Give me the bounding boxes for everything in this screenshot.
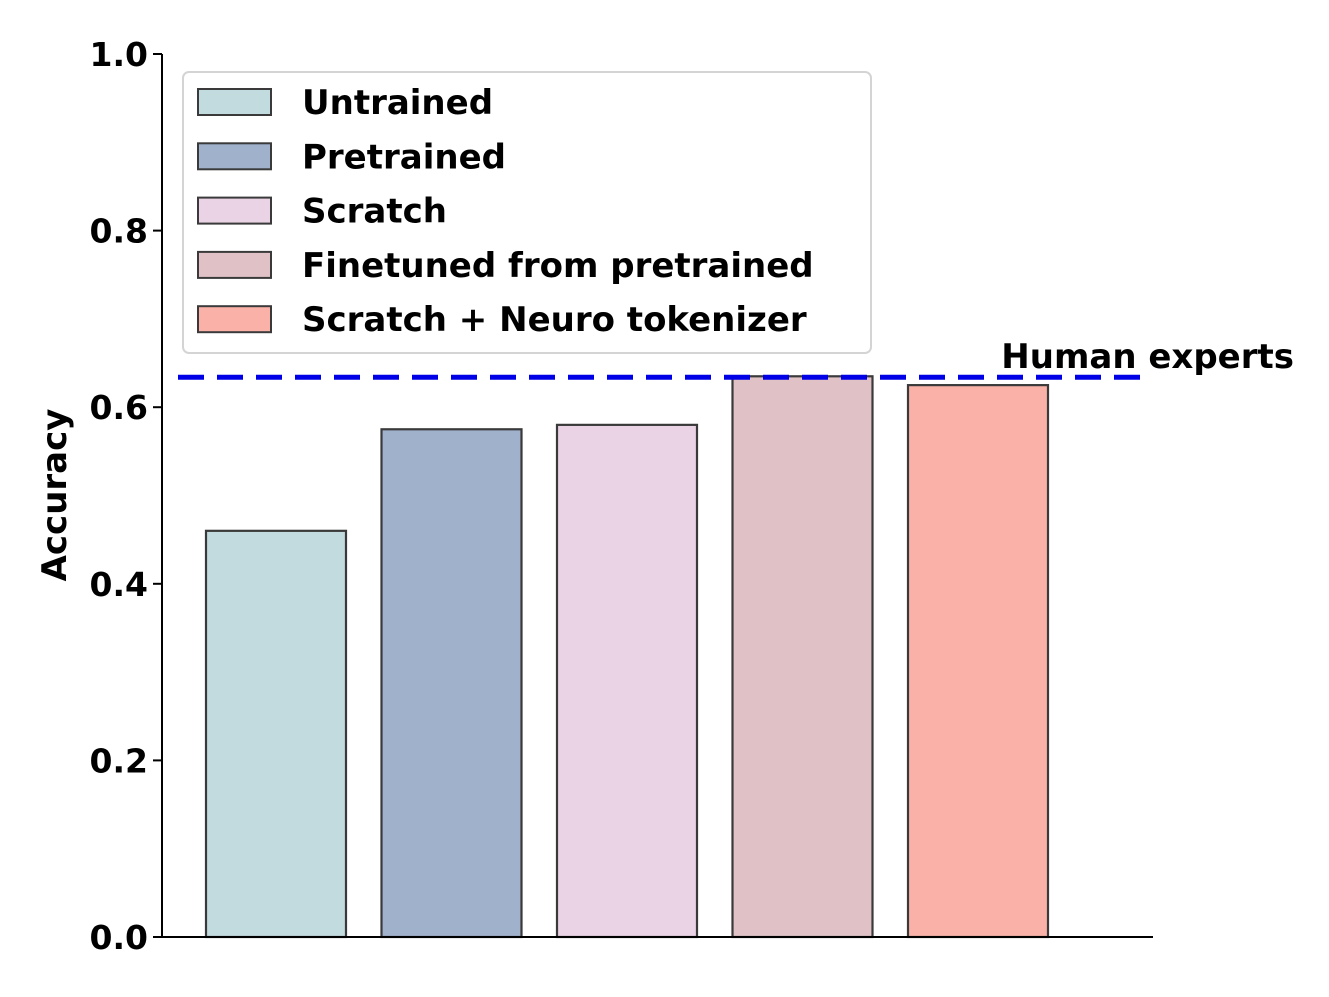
y-tick-label: 0.4 — [90, 565, 148, 604]
y-ticks-group: 0.0 0.2 0.4 0.6 0.8 1.0 — [90, 35, 162, 957]
bars-group — [204, 375, 1050, 939]
bar-finetuned-from-pretrained — [731, 375, 874, 939]
legend-label: Finetuned from pretrained — [302, 246, 814, 286]
y-axis-label: Accuracy — [35, 409, 75, 582]
legend-swatch — [197, 142, 272, 171]
y-tick-label: 0.6 — [90, 388, 148, 427]
bar-pretrained — [380, 428, 523, 939]
human-experts-label: Human experts — [1001, 337, 1294, 377]
y-tick-label: 0.8 — [90, 212, 148, 251]
bar-scratch-neuro-tokenizer — [906, 384, 1050, 939]
bar-scratch — [555, 423, 699, 939]
legend-swatch — [197, 305, 272, 334]
y-tick-label: 0.0 — [90, 918, 148, 957]
y-tick-label: 1.0 — [90, 35, 148, 74]
legend-swatch — [197, 196, 272, 225]
legend-swatch — [197, 88, 272, 116]
legend-swatch — [197, 250, 272, 279]
legend-label: Scratch — [302, 192, 447, 232]
legend-frame — [182, 71, 872, 354]
bar-untrained — [204, 529, 348, 939]
legend-label: Scratch + Neuro tokenizer — [302, 300, 807, 340]
legend-label: Untrained — [302, 83, 493, 123]
legend: Untrained Pretrained Scratch Finetuned from… — [182, 71, 872, 354]
legend-label: Pretrained — [302, 137, 506, 177]
y-tick-label: 0.2 — [90, 741, 148, 780]
